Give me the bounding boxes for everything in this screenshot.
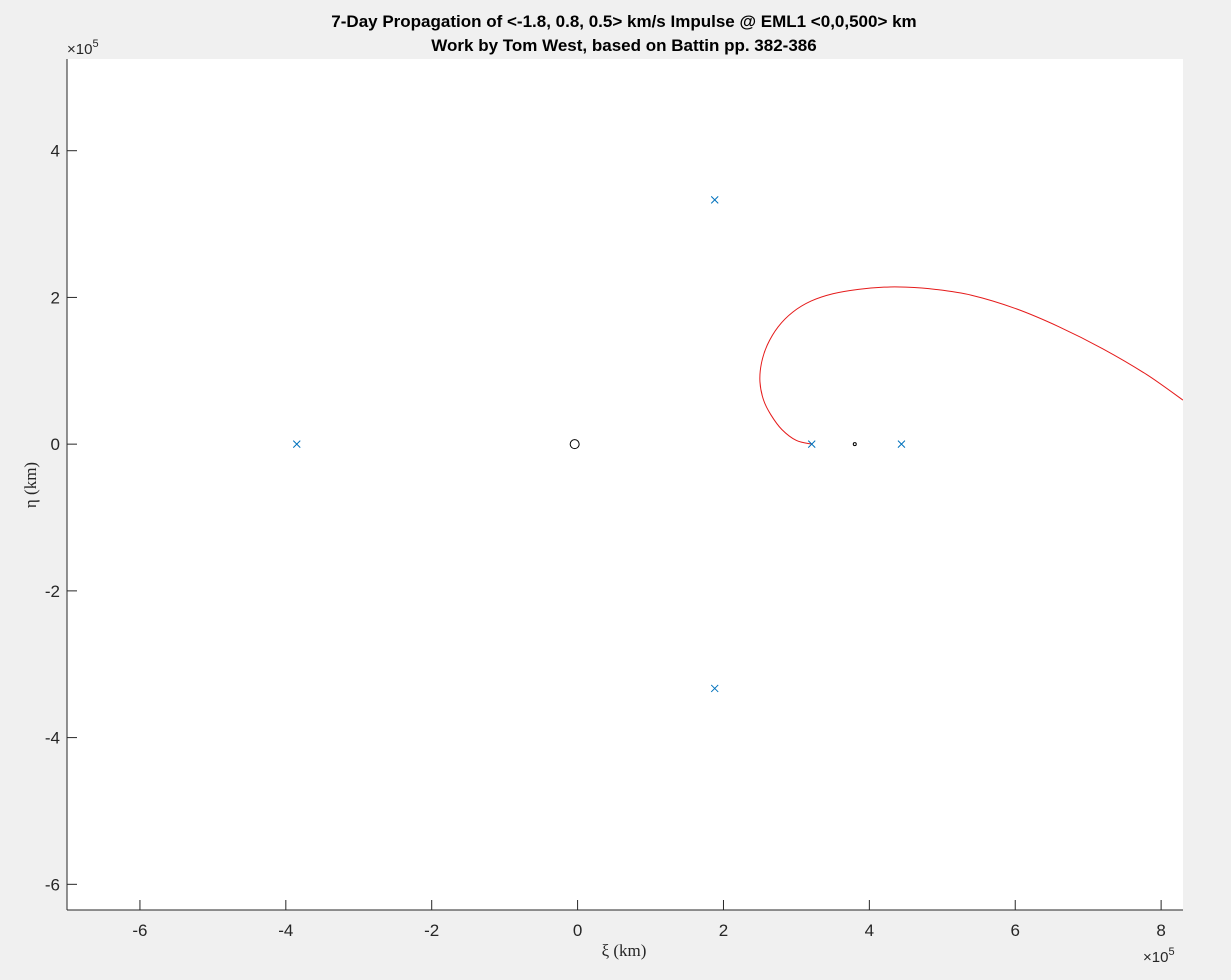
x-axis-label: ξ (km) [602, 941, 647, 960]
x-tick-label: 0 [573, 921, 582, 940]
lagrange-point-marker [710, 196, 719, 204]
x-exponent-label: ×105 [1143, 946, 1175, 966]
y-axis-label: η (km) [21, 462, 40, 508]
lagrange-point-marker [292, 440, 301, 449]
chart-title: 7-Day Propagation of <-1.8, 0.8, 0.5> km… [331, 12, 916, 31]
series-layer [292, 196, 1183, 693]
lagrange-point-marker [807, 440, 816, 449]
earth-marker [569, 439, 580, 450]
lagrange-point-marker [897, 440, 906, 449]
x-ticks: -6 -4 -2 0 2 4 6 8 [132, 900, 1166, 940]
chart-subtitle: Work by Tom West, based on Battin pp. 38… [431, 36, 816, 55]
y-tick-label: 4 [51, 142, 60, 161]
y-tick-label: 2 [51, 288, 60, 307]
x-tick-label: 8 [1156, 921, 1165, 940]
y-tick-label: 0 [51, 435, 60, 454]
moon-marker [852, 442, 857, 447]
x-tick-label: -4 [278, 921, 293, 940]
x-tick-label: -6 [132, 921, 147, 940]
x-tick-label: 4 [865, 921, 874, 940]
x-tick-label: -2 [424, 921, 439, 940]
lagrange-point-marker [710, 684, 719, 693]
y-tick-label: -4 [45, 729, 60, 748]
y-exponent-label: ×105 [67, 38, 99, 58]
y-tick-label: -2 [45, 582, 60, 601]
y-tick-label: -6 [45, 875, 60, 894]
y-ticks: -6 -4 -2 0 2 4 [45, 142, 77, 894]
x-tick-label: 2 [719, 921, 728, 940]
plot-area [67, 59, 1183, 910]
trajectory-line [759, 286, 1183, 445]
x-tick-label: 6 [1011, 921, 1020, 940]
